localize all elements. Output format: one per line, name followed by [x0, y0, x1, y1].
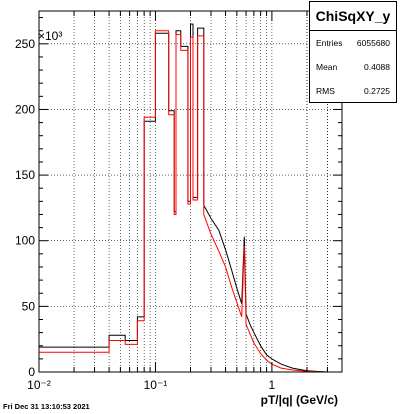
histogram-series-2 — [39, 30, 328, 373]
y-exponent-label: ×10³ — [38, 29, 62, 43]
stats-label: RMS — [316, 86, 335, 96]
stats-label: Entries — [316, 38, 343, 48]
x-tick-label: 10⁻¹ — [144, 378, 168, 392]
y-tick-label: 100 — [15, 234, 35, 248]
stats-value: 6055680 — [356, 38, 390, 48]
stats-label: Mean — [316, 62, 338, 72]
y-tick-label: 50 — [22, 299, 36, 313]
axis-ticks: 0 50 100 150 200 250 10⁻² 10⁻¹ 1 — [15, 11, 343, 392]
stats-value: 0.4088 — [364, 62, 390, 72]
timestamp: Fri Dec 31 13:10:53 2021 — [3, 402, 90, 411]
stats-value: 0.2725 — [364, 86, 390, 96]
histogram-series — [39, 23, 328, 373]
stats-row-mean: Mean 0.4088 — [310, 55, 396, 79]
stats-title: ChiSqXY_y — [310, 2, 396, 31]
stats-row-rms: RMS 0.2725 — [310, 79, 396, 103]
x-tick-label: 1 — [269, 378, 276, 392]
x-tick-label: 10⁻² — [27, 378, 51, 392]
y-tick-label: 250 — [15, 37, 35, 51]
stats-row-entries: Entries 6055680 — [310, 31, 396, 55]
y-tick-label: 200 — [15, 102, 35, 116]
y-tick-label: 150 — [15, 168, 35, 182]
stats-box: ChiSqXY_y Entries 6055680 Mean 0.4088 RM… — [309, 1, 397, 103]
histogram-series-1 — [39, 23, 328, 373]
y-tick-label: 0 — [28, 365, 35, 379]
x-axis-title: pT/|q| (GeV/c) — [261, 393, 338, 407]
